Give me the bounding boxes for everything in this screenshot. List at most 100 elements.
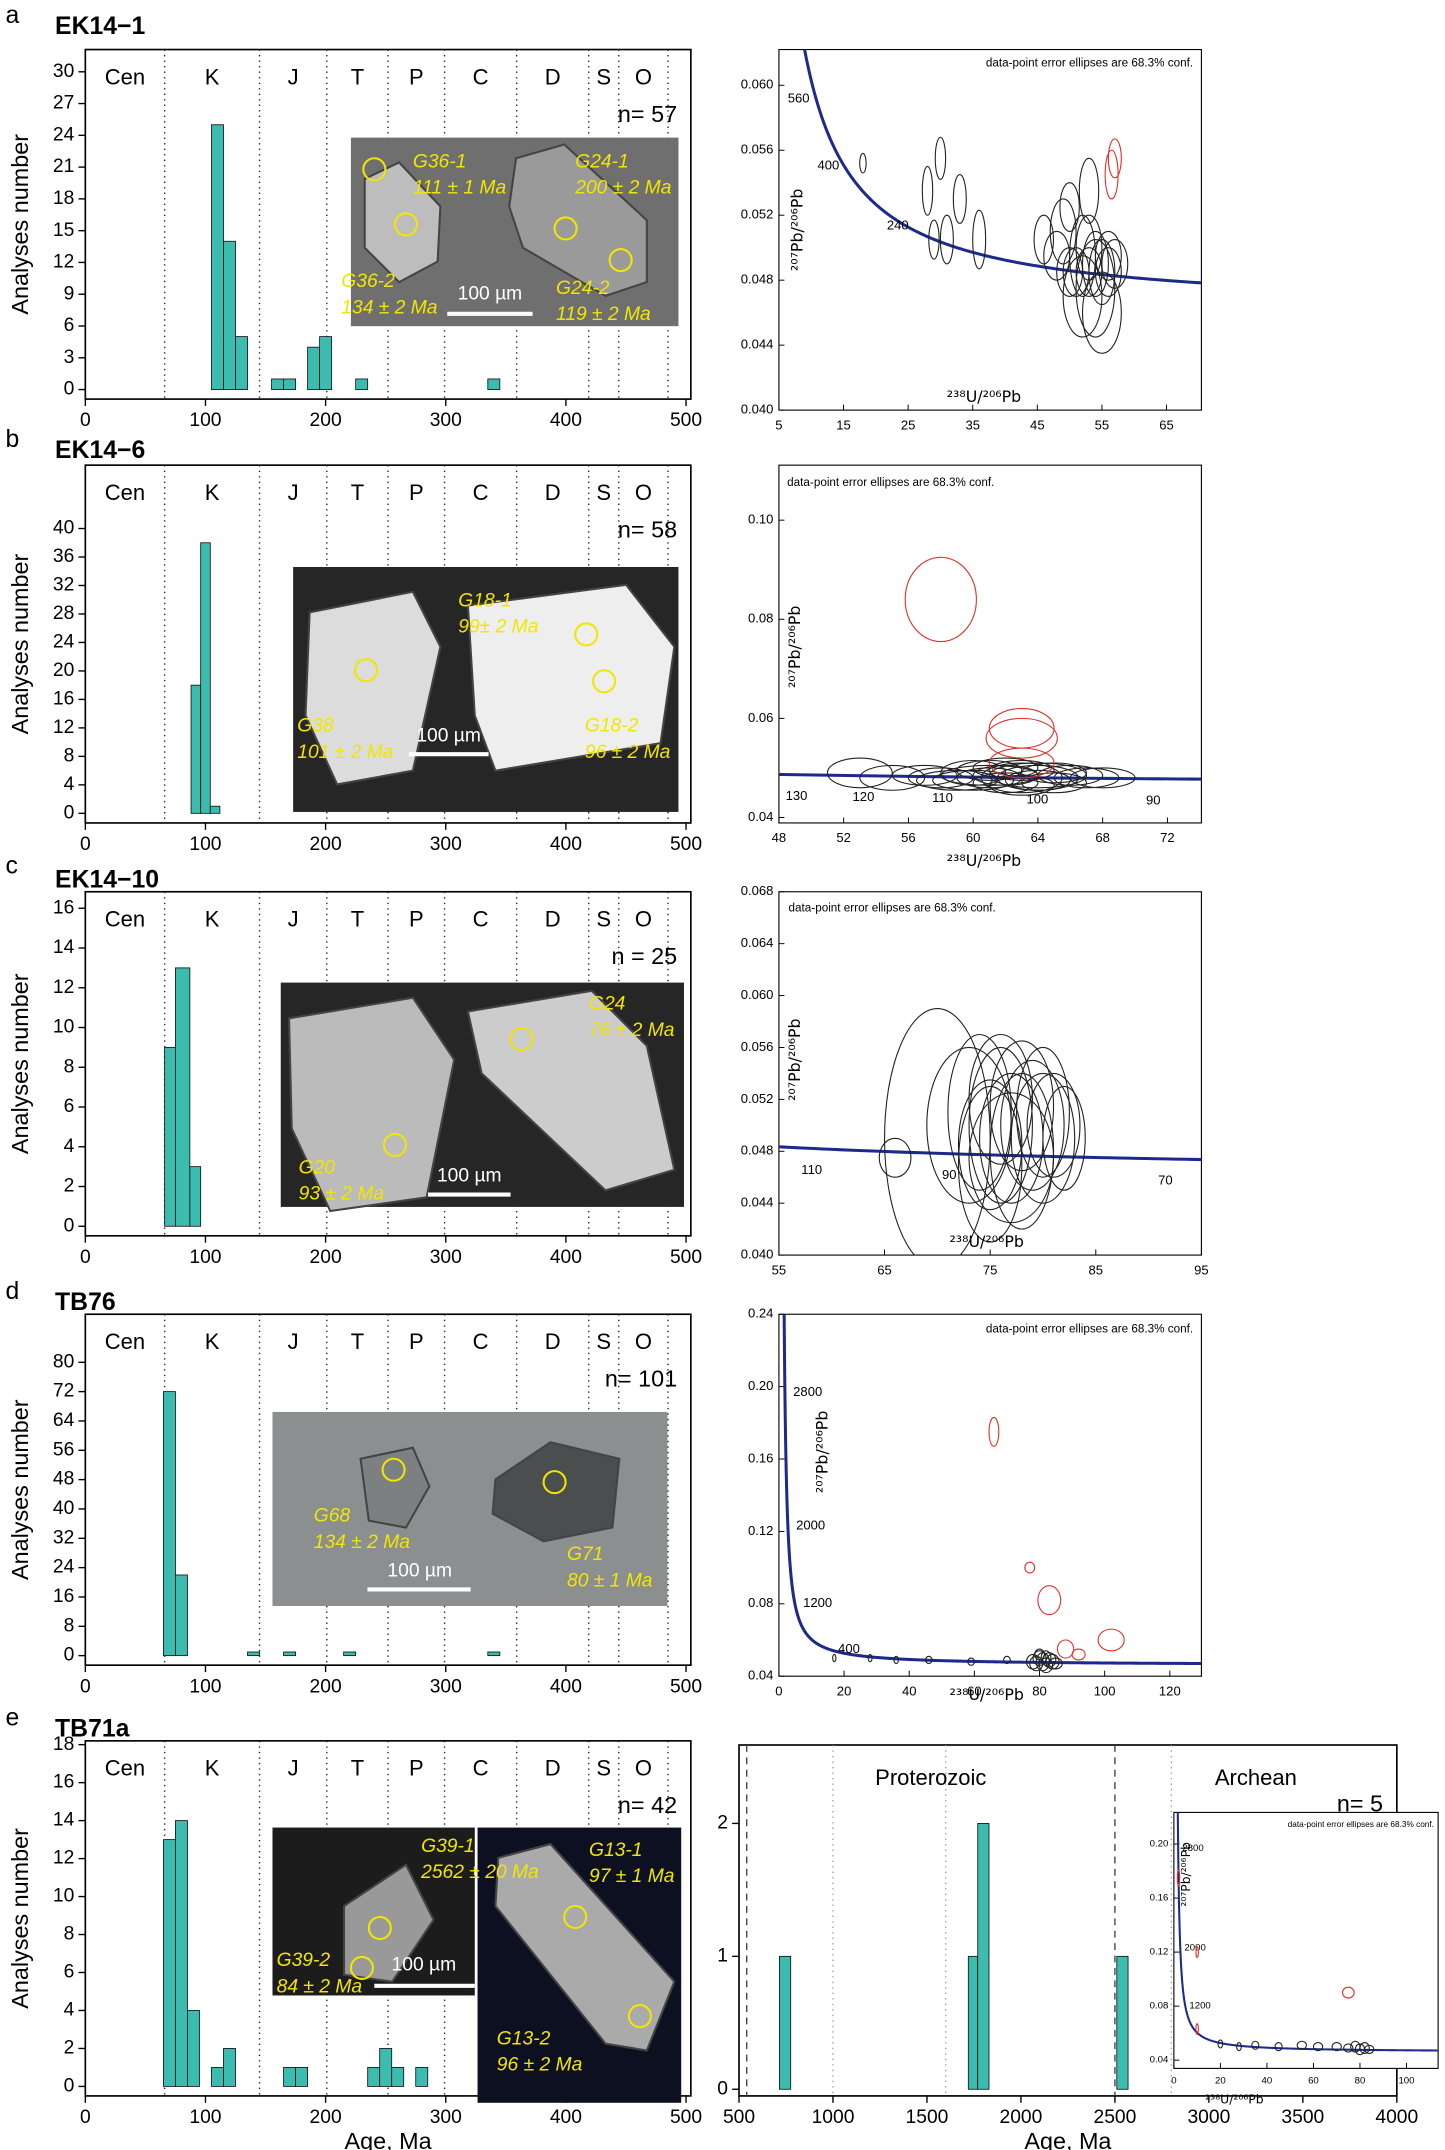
y-tick-label: 6 bbox=[64, 1096, 75, 1117]
y-tick-label: 8 bbox=[64, 745, 75, 766]
y-tick-label: 0.12 bbox=[748, 1523, 773, 1538]
y-tick-label: 36 bbox=[53, 546, 74, 567]
y-tick-label: 0.08 bbox=[1150, 2001, 1169, 2012]
eon-label: Proterozoic bbox=[875, 1765, 986, 1790]
y-tick-label: 6 bbox=[64, 1962, 75, 1983]
panel-title: EK14−6 bbox=[55, 437, 145, 464]
period-label: D bbox=[545, 1329, 561, 1354]
x-tick-label: 80 bbox=[1355, 2075, 1366, 2086]
y-tick-label: 6 bbox=[64, 315, 75, 336]
y-tick-label: 2 bbox=[64, 2038, 75, 2059]
x-tick-label: 500 bbox=[670, 1676, 702, 1697]
x-tick-label: 300 bbox=[430, 2107, 462, 2128]
y-tick-label: 0.06 bbox=[748, 710, 773, 725]
bar bbox=[284, 1652, 296, 1656]
concordia-age-label: 130 bbox=[786, 788, 808, 803]
period-label: J bbox=[288, 1756, 299, 1781]
y-tick-label: 0 bbox=[64, 2076, 75, 2097]
period-label: O bbox=[635, 906, 652, 931]
period-label: D bbox=[545, 1756, 561, 1781]
period-label: P bbox=[409, 1329, 424, 1354]
bar bbox=[344, 1652, 356, 1656]
y-axis-label: ²⁰⁷Pb/²⁰⁶Pb bbox=[1179, 1842, 1193, 1907]
y-tick-label: 12 bbox=[53, 252, 74, 273]
x-tick-label: 500 bbox=[670, 834, 702, 855]
concordia-age-label: 90 bbox=[942, 1167, 957, 1182]
spot-label: G71 bbox=[567, 1544, 603, 1565]
x-tick-label: 100 bbox=[189, 2107, 221, 2128]
y-tick-label: 0.040 bbox=[741, 1247, 774, 1262]
period-label: O bbox=[635, 480, 652, 505]
x-tick-label: 300 bbox=[430, 1676, 462, 1697]
y-tick-label: 0 bbox=[64, 1645, 75, 1666]
concordia-age-label: 2000 bbox=[796, 1517, 825, 1532]
bar bbox=[175, 1575, 187, 1656]
x-tick-label: 200 bbox=[310, 1676, 342, 1697]
period-label: K bbox=[205, 1756, 220, 1781]
spot-label: 134 ± 2 Ma bbox=[314, 1532, 410, 1553]
spot-label: 96 ± 2 Ma bbox=[585, 742, 671, 763]
y-tick-label: 0.08 bbox=[748, 1595, 773, 1610]
bar bbox=[211, 125, 223, 390]
period-label: Cen bbox=[105, 64, 145, 89]
y-tick-label: 0.040 bbox=[741, 402, 774, 417]
concordia-age-label: 400 bbox=[817, 157, 839, 172]
concordia-age-label: 1200 bbox=[803, 1595, 832, 1610]
scale-bar-label: 100 µm bbox=[416, 725, 481, 746]
y-tick-label: 0.060 bbox=[741, 987, 774, 1002]
sample-size: n= 57 bbox=[618, 101, 677, 127]
bar bbox=[187, 2010, 199, 2086]
y-tick-label: 40 bbox=[53, 1498, 74, 1519]
panel-label: c bbox=[6, 853, 18, 880]
y-axis-label: Analyses number bbox=[7, 134, 33, 315]
y-tick-label: 4 bbox=[64, 774, 75, 795]
zircon-image: G18-199± 2 MaG38101 ± 2 MaG18-296 ± 2 Ma… bbox=[293, 567, 678, 812]
y-axis-label: Analyses number bbox=[7, 1828, 33, 2009]
scale-bar-label: 100 µm bbox=[387, 1561, 452, 1582]
page: {"chart_data": [ {"type": "histogram", "… bbox=[0, 0, 1445, 2150]
spot-label: G13-2 bbox=[497, 2029, 551, 2050]
x-tick-label: 0 bbox=[1171, 2075, 1176, 2086]
x-tick-label: 3500 bbox=[1281, 2107, 1324, 2128]
x-tick-label: 40 bbox=[902, 1683, 917, 1698]
x-tick-label: 75 bbox=[983, 1262, 998, 1277]
period-label: P bbox=[409, 64, 424, 89]
bar bbox=[223, 241, 235, 389]
y-tick-label: 0.24 bbox=[748, 1306, 773, 1321]
x-tick-label: 2000 bbox=[1000, 2107, 1043, 2128]
period-label: C bbox=[473, 1329, 489, 1354]
period-label: S bbox=[596, 480, 611, 505]
bar bbox=[488, 1652, 500, 1656]
x-tick-label: 400 bbox=[550, 834, 582, 855]
x-tick-label: 500 bbox=[723, 2107, 755, 2128]
bar bbox=[320, 337, 332, 390]
y-tick-label: 48 bbox=[53, 1469, 74, 1490]
x-tick-label: 85 bbox=[1089, 1262, 1104, 1277]
y-tick-label: 0.04 bbox=[748, 1668, 773, 1683]
x-tick-label: 0 bbox=[775, 1683, 782, 1698]
y-tick-label: 56 bbox=[53, 1439, 74, 1460]
x-tick-label: 400 bbox=[550, 2107, 582, 2128]
bar bbox=[779, 1956, 790, 2089]
x-tick-label: 20 bbox=[1215, 2075, 1226, 2086]
plot-frame bbox=[779, 465, 1201, 823]
plot-frame bbox=[779, 892, 1201, 1255]
spot-label: G36-1 bbox=[413, 151, 467, 172]
y-tick-label: 0.16 bbox=[748, 1450, 773, 1465]
period-label: S bbox=[596, 64, 611, 89]
y-tick-label: 8 bbox=[64, 1056, 75, 1077]
y-tick-label: 0.20 bbox=[748, 1378, 773, 1393]
bar bbox=[175, 968, 189, 1226]
period-label: O bbox=[635, 64, 652, 89]
period-label: T bbox=[351, 64, 364, 89]
x-tick-label: 500 bbox=[670, 2107, 702, 2128]
eon-label: Archean bbox=[1215, 1765, 1297, 1790]
x-axis-label: ²³⁸U/²⁰⁶Pb bbox=[949, 1685, 1024, 1704]
x-tick-label: 200 bbox=[310, 2107, 342, 2128]
y-tick-label: 64 bbox=[53, 1410, 75, 1431]
period-label: J bbox=[288, 64, 299, 89]
spot-label: 2562 ± 20 Ma bbox=[420, 1862, 539, 1883]
x-tick-label: 200 bbox=[310, 834, 342, 855]
